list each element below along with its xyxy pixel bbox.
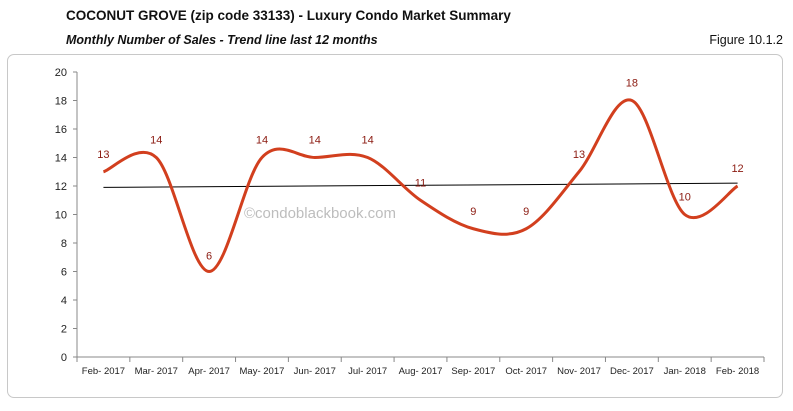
y-axis-ticks: 0 2 4 6 8 10 12 14 16 18 20 — [55, 67, 77, 364]
series-group — [102, 98, 739, 273]
x-tick-label: Nov- 2017 — [557, 366, 601, 377]
data-label: 14 — [362, 135, 374, 147]
x-tick-label: Aug- 2017 — [399, 366, 443, 377]
x-tick-label: Mar- 2017 — [135, 366, 178, 377]
data-label: 9 — [523, 206, 529, 218]
data-label: 14 — [150, 135, 162, 147]
data-labels: 13 14 6 14 14 14 11 9 9 13 18 10 12 — [97, 78, 743, 263]
data-label: 6 — [206, 251, 212, 263]
y-tick-label: 18 — [55, 96, 67, 108]
data-label: 11 — [415, 177, 426, 189]
x-axis-ticks: Feb- 2017 Mar- 2017 Apr- 2017 May- 2017 Jun-… — [76, 357, 765, 377]
data-label: 9 — [470, 206, 476, 218]
x-tick-label: Oct- 2017 — [505, 366, 547, 377]
y-tick-label: 16 — [55, 124, 67, 136]
data-label: 13 — [97, 149, 109, 161]
x-tick-label: Jul- 2017 — [348, 366, 387, 377]
x-tick-label: Feb- 2017 — [82, 366, 125, 377]
data-label: 14 — [309, 135, 321, 147]
y-tick-label: 12 — [55, 181, 67, 193]
data-label: 12 — [731, 163, 743, 175]
y-tick-label: 14 — [55, 153, 67, 165]
figure-label: Figure 10.1.2 — [709, 33, 783, 47]
data-label: 18 — [626, 78, 638, 90]
y-tick-label: 6 — [61, 267, 67, 279]
chart-subtitle: Monthly Number of Sales - Trend line las… — [66, 33, 378, 47]
x-tick-label: Apr- 2017 — [188, 366, 230, 377]
y-tick-label: 20 — [55, 67, 67, 79]
data-label: 13 — [573, 149, 585, 161]
y-tick-label: 2 — [61, 324, 67, 336]
series-line — [102, 98, 739, 273]
x-tick-label: Dec- 2017 — [610, 366, 654, 377]
data-label: 14 — [256, 135, 268, 147]
data-label: 10 — [679, 192, 691, 204]
x-tick-label: May- 2017 — [240, 366, 285, 377]
watermark: ©condoblackbook.com — [244, 205, 396, 222]
y-tick-label: 4 — [61, 295, 67, 307]
trend-line — [103, 182, 738, 188]
y-tick-label: 0 — [61, 352, 67, 364]
trend-line-group — [103, 182, 738, 188]
y-tick-label: 10 — [55, 210, 67, 222]
chart-panel — [7, 54, 783, 398]
y-tick-label: 8 — [61, 238, 67, 250]
x-tick-label: Jun- 2017 — [294, 366, 336, 377]
chart-title: COCONUT GROVE (zip code 33133) - Luxury … — [66, 8, 511, 23]
x-tick-label: Jan- 2018 — [664, 366, 706, 377]
x-tick-label: Sep- 2017 — [451, 366, 495, 377]
x-tick-label: Feb- 2018 — [716, 366, 759, 377]
